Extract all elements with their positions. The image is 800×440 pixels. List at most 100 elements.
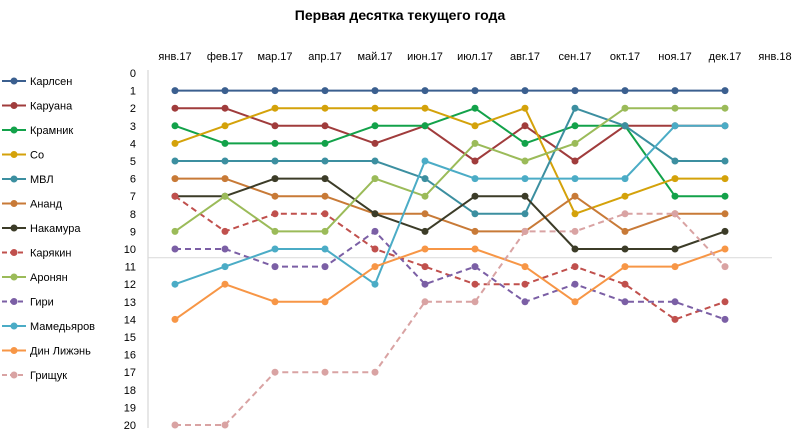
data-point xyxy=(621,210,629,218)
y-tick-label: 11 xyxy=(125,262,136,274)
data-point xyxy=(571,263,579,271)
series-line-group xyxy=(171,104,729,218)
legend-swatch-marker xyxy=(10,371,18,379)
legend-label: Карлсен xyxy=(30,76,72,88)
data-point xyxy=(321,263,329,271)
legend-label: Аронян xyxy=(30,272,68,284)
legend-swatch-marker xyxy=(10,126,18,134)
legend-swatch-marker xyxy=(10,347,18,354)
data-point xyxy=(471,245,479,253)
data-point xyxy=(571,104,579,112)
data-point xyxy=(421,87,429,95)
data-point xyxy=(721,263,729,271)
data-point xyxy=(621,104,629,112)
data-point xyxy=(221,421,229,429)
data-point xyxy=(671,210,679,218)
data-point xyxy=(321,87,329,95)
x-tick-label: дек.17 xyxy=(709,51,742,63)
data-point xyxy=(721,298,729,306)
legend-label: Со xyxy=(30,150,44,162)
data-point xyxy=(221,122,229,130)
y-tick-label: 18 xyxy=(124,385,136,397)
data-point xyxy=(371,175,379,183)
series-line-group xyxy=(171,87,729,95)
series-line xyxy=(175,177,726,250)
data-point xyxy=(421,263,429,271)
legend-label: Гири xyxy=(30,297,54,309)
y-tick-label: 17 xyxy=(124,367,136,379)
series-line xyxy=(174,107,725,198)
data-point xyxy=(471,192,479,200)
series-line xyxy=(175,230,726,321)
data-point xyxy=(571,157,579,165)
data-point xyxy=(221,227,229,235)
data-point xyxy=(571,87,579,95)
series-line xyxy=(174,124,725,286)
data-point xyxy=(271,139,279,147)
data-point xyxy=(371,210,379,218)
legend-swatch-marker xyxy=(10,298,18,305)
data-point xyxy=(571,122,579,130)
data-point xyxy=(171,280,179,288)
data-point xyxy=(571,245,579,253)
data-point xyxy=(371,280,379,288)
x-tick-label: фев.17 xyxy=(207,51,243,63)
data-point xyxy=(371,157,379,165)
series-line-group xyxy=(171,122,729,288)
data-point xyxy=(721,192,729,200)
y-tick-label: 0 xyxy=(130,68,136,80)
data-point xyxy=(271,210,279,218)
data-point xyxy=(271,175,279,183)
data-point xyxy=(321,368,329,376)
data-point xyxy=(471,263,479,271)
y-tick-label: 2 xyxy=(130,103,136,115)
data-point xyxy=(671,175,679,183)
legend-swatch-marker xyxy=(10,200,18,207)
data-point xyxy=(171,175,179,183)
data-point xyxy=(421,280,429,288)
data-point xyxy=(171,227,179,235)
x-tick-label: мар.17 xyxy=(257,51,292,63)
data-point xyxy=(571,298,579,306)
series-line xyxy=(175,212,726,426)
y-tick-label: 14 xyxy=(124,314,136,326)
data-point xyxy=(371,245,379,253)
data-point xyxy=(471,175,479,183)
data-point xyxy=(671,104,679,112)
legend-label: Каруана xyxy=(30,101,73,113)
data-point xyxy=(721,104,729,112)
data-point xyxy=(471,210,479,218)
data-point xyxy=(171,87,179,95)
data-point xyxy=(271,122,279,130)
y-tick-label: 13 xyxy=(124,297,136,309)
data-point xyxy=(621,263,629,271)
y-tick-label: 12 xyxy=(124,279,136,291)
data-point xyxy=(621,245,629,253)
x-tick-label: май.17 xyxy=(357,51,392,63)
y-tick-label: 16 xyxy=(124,350,136,362)
data-point xyxy=(471,157,479,165)
legend-swatch-marker xyxy=(10,151,18,158)
series-group xyxy=(171,87,729,429)
data-point xyxy=(371,139,379,147)
series-line-group xyxy=(171,104,729,218)
data-point xyxy=(171,192,179,200)
x-tick-label: июл.17 xyxy=(457,51,493,63)
data-point xyxy=(671,157,679,165)
legend-label: Накамура xyxy=(30,223,81,235)
data-point xyxy=(621,227,629,235)
series-line-group xyxy=(171,175,729,253)
series-line-group xyxy=(171,210,729,429)
data-point xyxy=(571,175,579,183)
legend-swatch-marker xyxy=(10,102,18,109)
chart-title: Первая десятка текущего года xyxy=(295,7,506,23)
data-point xyxy=(621,280,629,288)
legend-swatch-marker xyxy=(10,175,18,183)
data-point xyxy=(271,368,279,376)
data-point xyxy=(321,298,329,306)
data-point xyxy=(171,315,179,323)
data-point xyxy=(321,104,329,112)
legend-label: Дин Лижэнь xyxy=(30,346,91,358)
